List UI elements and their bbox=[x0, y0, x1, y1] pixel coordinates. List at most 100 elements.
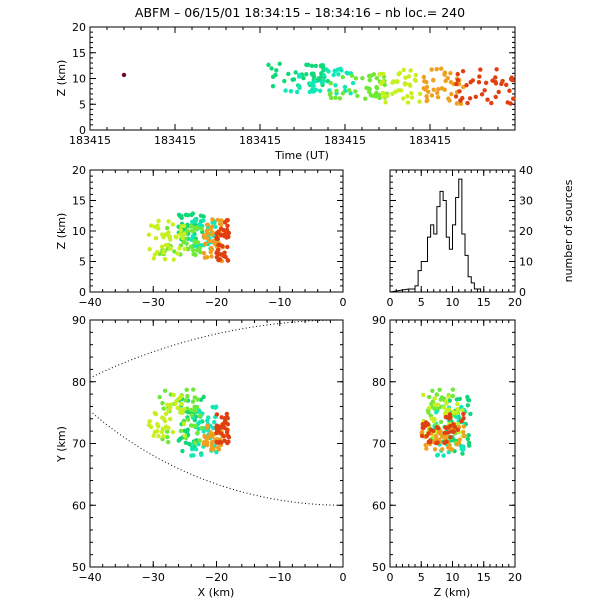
x-y-point bbox=[174, 398, 179, 404]
z-y-point bbox=[468, 411, 473, 417]
z-y-point bbox=[447, 398, 452, 403]
x-y-panel: −40 −30 −20 −10 0 50 60 70 80 90 X (km) Y (km) bbox=[55, 314, 347, 599]
z-y-point bbox=[421, 392, 426, 398]
time-height-point bbox=[409, 95, 415, 100]
x-z-point bbox=[168, 246, 173, 251]
x-z-point bbox=[159, 244, 165, 249]
x-z-point bbox=[155, 223, 160, 228]
time-height-point bbox=[301, 75, 306, 81]
altitude-histogram-xtick-label: 15 bbox=[477, 296, 491, 309]
x-z-point bbox=[201, 250, 207, 256]
x-y-ytick-label: 70 bbox=[72, 438, 86, 451]
time-height-point bbox=[406, 74, 412, 79]
z-y-point bbox=[441, 453, 446, 458]
time-height-ytick-label: 15 bbox=[72, 47, 86, 60]
x-y-point bbox=[182, 433, 187, 438]
z-y-point bbox=[451, 410, 456, 415]
time-height-point bbox=[383, 100, 388, 105]
time-axis-label: Time (UT) bbox=[274, 149, 329, 162]
x-z-point bbox=[181, 240, 186, 245]
z-y-point bbox=[442, 440, 447, 445]
x-z-point bbox=[210, 230, 215, 235]
time-height-point bbox=[468, 79, 473, 85]
x-y-point bbox=[175, 405, 180, 410]
x-y-point bbox=[178, 394, 184, 399]
x-y-point bbox=[179, 401, 184, 407]
x-y-ytick-label: 90 bbox=[72, 314, 86, 327]
time-height-point bbox=[319, 80, 325, 85]
time-height-point bbox=[417, 91, 423, 96]
time-height-point bbox=[473, 94, 478, 100]
time-height-point bbox=[344, 70, 349, 75]
z-y-point bbox=[450, 393, 456, 399]
z-y-point bbox=[461, 429, 466, 435]
x-y-point bbox=[209, 439, 215, 445]
time-height-point bbox=[310, 86, 315, 92]
z-y-point bbox=[438, 419, 444, 425]
time-height-point bbox=[483, 80, 489, 86]
time-height-point bbox=[390, 91, 395, 96]
time-height-point bbox=[368, 92, 374, 98]
x-z-point bbox=[201, 214, 206, 219]
x-y-point bbox=[219, 415, 224, 420]
x-y-point bbox=[151, 433, 157, 438]
z-y-point bbox=[435, 452, 441, 457]
x-y-point bbox=[197, 438, 202, 443]
time-height-point bbox=[328, 81, 333, 86]
altitude-histogram-ytick-label: 20 bbox=[519, 225, 533, 238]
x-z-point bbox=[192, 217, 198, 222]
time-height-point bbox=[374, 75, 379, 81]
x-y-point bbox=[217, 439, 222, 445]
x-y-point bbox=[166, 408, 171, 413]
x-z-point bbox=[205, 222, 210, 227]
time-height-point bbox=[401, 96, 406, 101]
x-z-point bbox=[202, 255, 208, 260]
time-height-point bbox=[333, 95, 338, 100]
time-height-point bbox=[378, 81, 384, 86]
time-height-point bbox=[435, 94, 441, 100]
x-z-point bbox=[210, 217, 215, 222]
x-z-point bbox=[168, 237, 173, 242]
altitude-histogram-xtick-label: 20 bbox=[508, 296, 522, 309]
x-y-point bbox=[195, 397, 201, 402]
time-height-xtick-label: 183415 bbox=[69, 134, 111, 147]
time-height-point bbox=[504, 82, 509, 88]
time-height-point bbox=[455, 77, 461, 83]
time-height-point bbox=[476, 80, 482, 85]
time-height-point bbox=[340, 91, 346, 96]
x-y-point bbox=[199, 425, 205, 431]
x-z-ytick-label: 0 bbox=[79, 286, 86, 299]
time-height-point bbox=[447, 98, 452, 103]
time-height-point bbox=[409, 90, 414, 96]
x-z-point bbox=[155, 249, 160, 255]
time-height-point bbox=[493, 79, 498, 85]
z-y-point bbox=[439, 395, 445, 400]
x-y-point bbox=[162, 388, 168, 393]
time-height-point bbox=[385, 93, 390, 98]
x-y-point bbox=[192, 440, 198, 446]
z-y-ytick-label: 60 bbox=[372, 499, 386, 512]
x-y-point bbox=[189, 446, 195, 452]
x-z-point bbox=[188, 223, 194, 229]
time-height-xtick-label: 183415 bbox=[409, 134, 451, 147]
time-height-point bbox=[332, 68, 338, 74]
time-height-point bbox=[371, 72, 377, 77]
z-y-point bbox=[460, 408, 465, 413]
z-y-point bbox=[420, 422, 425, 427]
time-height-point bbox=[413, 78, 418, 83]
time-height-point bbox=[309, 63, 315, 69]
x-z-point bbox=[176, 212, 182, 218]
time-height-point bbox=[336, 72, 341, 77]
x-z-point bbox=[208, 227, 213, 232]
time-height-point bbox=[435, 90, 440, 96]
z-y-ytick-label: 50 bbox=[372, 561, 386, 574]
x-y-point bbox=[201, 429, 206, 434]
x-z-point bbox=[175, 251, 180, 256]
time-height-point bbox=[328, 90, 333, 96]
z-y-point bbox=[465, 436, 471, 442]
z-y-panel: 0 5 10 15 20 50 60 70 80 90 Z (km) bbox=[372, 314, 522, 599]
z-y-point bbox=[434, 425, 440, 430]
time-height-point bbox=[311, 74, 317, 79]
x-z-point bbox=[224, 218, 230, 223]
